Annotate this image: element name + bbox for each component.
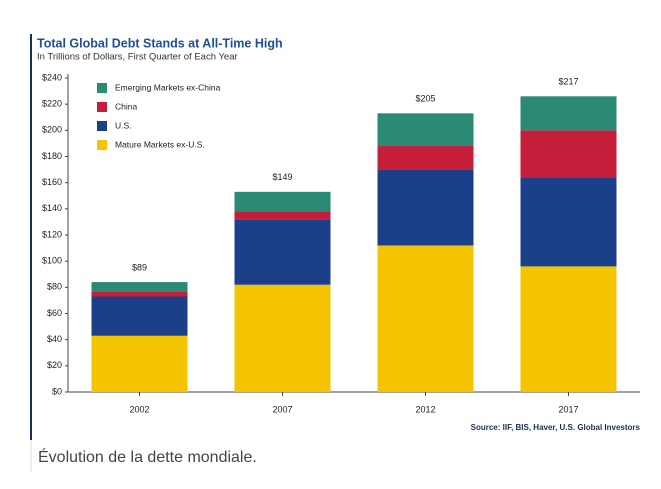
y-tick-label: $200	[42, 125, 62, 135]
bar-segment	[520, 177, 617, 267]
bar-segment	[91, 291, 188, 297]
y-tick-label: $0	[52, 386, 62, 396]
y-tick-label: $160	[42, 177, 62, 187]
legend-label: Emerging Markets ex-China	[115, 82, 221, 92]
bar-segment	[91, 335, 188, 392]
total-label: $89	[132, 262, 147, 272]
chart-title: Total Global Debt Stands at All-Time Hig…	[37, 36, 283, 50]
legend-label: Mature Markets ex-U.S.	[115, 139, 205, 149]
bar-segment	[234, 211, 331, 220]
y-tick-label: $100	[42, 256, 62, 266]
y-tick-label: $140	[42, 203, 62, 213]
caption: Évolution de la dette mondiale.	[38, 447, 257, 466]
y-tick-label: $220	[42, 99, 62, 109]
total-label: $149	[272, 172, 292, 182]
chart-subtitle: In Trillions of Dollars, First Quarter o…	[37, 52, 238, 63]
x-tick-label: 2012	[415, 404, 435, 414]
y-tick-label: $40	[47, 334, 62, 344]
y-tick-label: $80	[47, 282, 62, 292]
total-label: $217	[558, 77, 578, 87]
legend-label: China	[115, 101, 137, 111]
source: Source: IIF, BIS, Haver, U.S. Global Inv…	[471, 423, 641, 432]
y-tick-label: $60	[47, 308, 62, 318]
bar-segment	[520, 130, 617, 178]
bar-segment	[234, 219, 331, 285]
bar-segment	[377, 146, 474, 170]
bar-segment	[377, 169, 474, 246]
legend-swatch	[97, 140, 107, 150]
y-tick-label: $20	[47, 360, 62, 370]
legend-swatch	[97, 121, 107, 131]
bar-segment	[377, 245, 474, 392]
bar-segment	[234, 191, 331, 212]
x-tick-label: 2007	[272, 404, 292, 414]
bar-segment	[377, 113, 474, 147]
bar-segment	[234, 284, 331, 392]
bar-segment	[520, 266, 617, 392]
bar-segment	[91, 282, 188, 292]
total-label: $205	[415, 94, 435, 104]
y-tick-label: $180	[42, 151, 62, 161]
legend-label: U.S.	[115, 120, 132, 130]
legend-swatch	[97, 102, 107, 112]
bar-segment	[91, 296, 188, 336]
x-tick-label: 2017	[558, 404, 578, 414]
x-tick-label: 2002	[129, 404, 149, 414]
legend-swatch	[97, 83, 107, 93]
y-tick-label: $120	[42, 229, 62, 239]
y-tick-label: $240	[42, 72, 62, 82]
bar-segment	[520, 96, 617, 131]
